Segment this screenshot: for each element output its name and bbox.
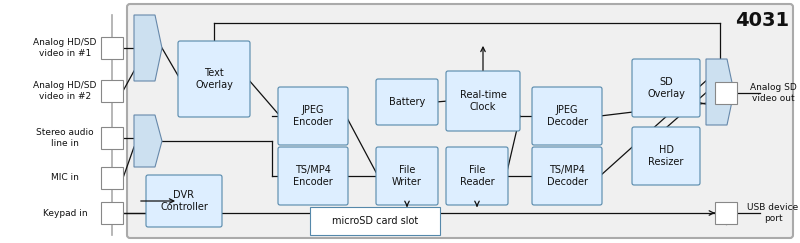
Text: Keypad in: Keypad in — [42, 208, 87, 217]
Polygon shape — [134, 15, 162, 81]
Text: SD
Overlay: SD Overlay — [647, 77, 685, 99]
Bar — [101, 202, 123, 224]
Bar — [101, 167, 123, 189]
Text: microSD card slot: microSD card slot — [332, 216, 418, 226]
Text: Analog HD/SD
video in #1: Analog HD/SD video in #1 — [34, 38, 97, 58]
Bar — [101, 37, 123, 59]
FancyBboxPatch shape — [376, 79, 438, 125]
Text: Stereo audio
line in: Stereo audio line in — [36, 128, 94, 148]
Text: 4031: 4031 — [735, 11, 789, 31]
Text: Analog SD
video out: Analog SD video out — [750, 83, 796, 103]
FancyBboxPatch shape — [446, 147, 508, 205]
Text: JPEG
Decoder: JPEG Decoder — [546, 105, 587, 127]
Text: MIC in: MIC in — [51, 174, 79, 182]
Text: USB device
port: USB device port — [747, 203, 798, 223]
FancyBboxPatch shape — [146, 175, 222, 227]
FancyBboxPatch shape — [532, 147, 602, 205]
FancyBboxPatch shape — [376, 147, 438, 205]
Bar — [310, 207, 440, 235]
Text: DVR
Controller: DVR Controller — [160, 190, 208, 212]
Bar — [101, 127, 123, 149]
Text: Analog HD/SD
video in #2: Analog HD/SD video in #2 — [34, 81, 97, 101]
Text: TS/MP4
Decoder: TS/MP4 Decoder — [546, 165, 587, 187]
Text: HD
Resizer: HD Resizer — [648, 145, 684, 167]
Text: Text
Overlay: Text Overlay — [195, 68, 233, 90]
Text: Battery: Battery — [389, 97, 425, 107]
FancyBboxPatch shape — [278, 147, 348, 205]
FancyBboxPatch shape — [532, 87, 602, 145]
FancyBboxPatch shape — [446, 71, 520, 131]
FancyBboxPatch shape — [178, 41, 250, 117]
Bar — [715, 202, 737, 224]
Bar — [101, 80, 123, 102]
FancyBboxPatch shape — [632, 127, 700, 185]
Text: File
Writer: File Writer — [392, 165, 422, 187]
Polygon shape — [134, 115, 162, 167]
Text: TS/MP4
Encoder: TS/MP4 Encoder — [293, 165, 333, 187]
Text: JPEG
Encoder: JPEG Encoder — [293, 105, 333, 127]
FancyBboxPatch shape — [632, 59, 700, 117]
Polygon shape — [706, 59, 734, 125]
Text: File
Reader: File Reader — [460, 165, 494, 187]
Text: Real-time
Clock: Real-time Clock — [459, 90, 506, 112]
FancyBboxPatch shape — [127, 4, 793, 238]
FancyBboxPatch shape — [278, 87, 348, 145]
Bar — [715, 82, 737, 104]
